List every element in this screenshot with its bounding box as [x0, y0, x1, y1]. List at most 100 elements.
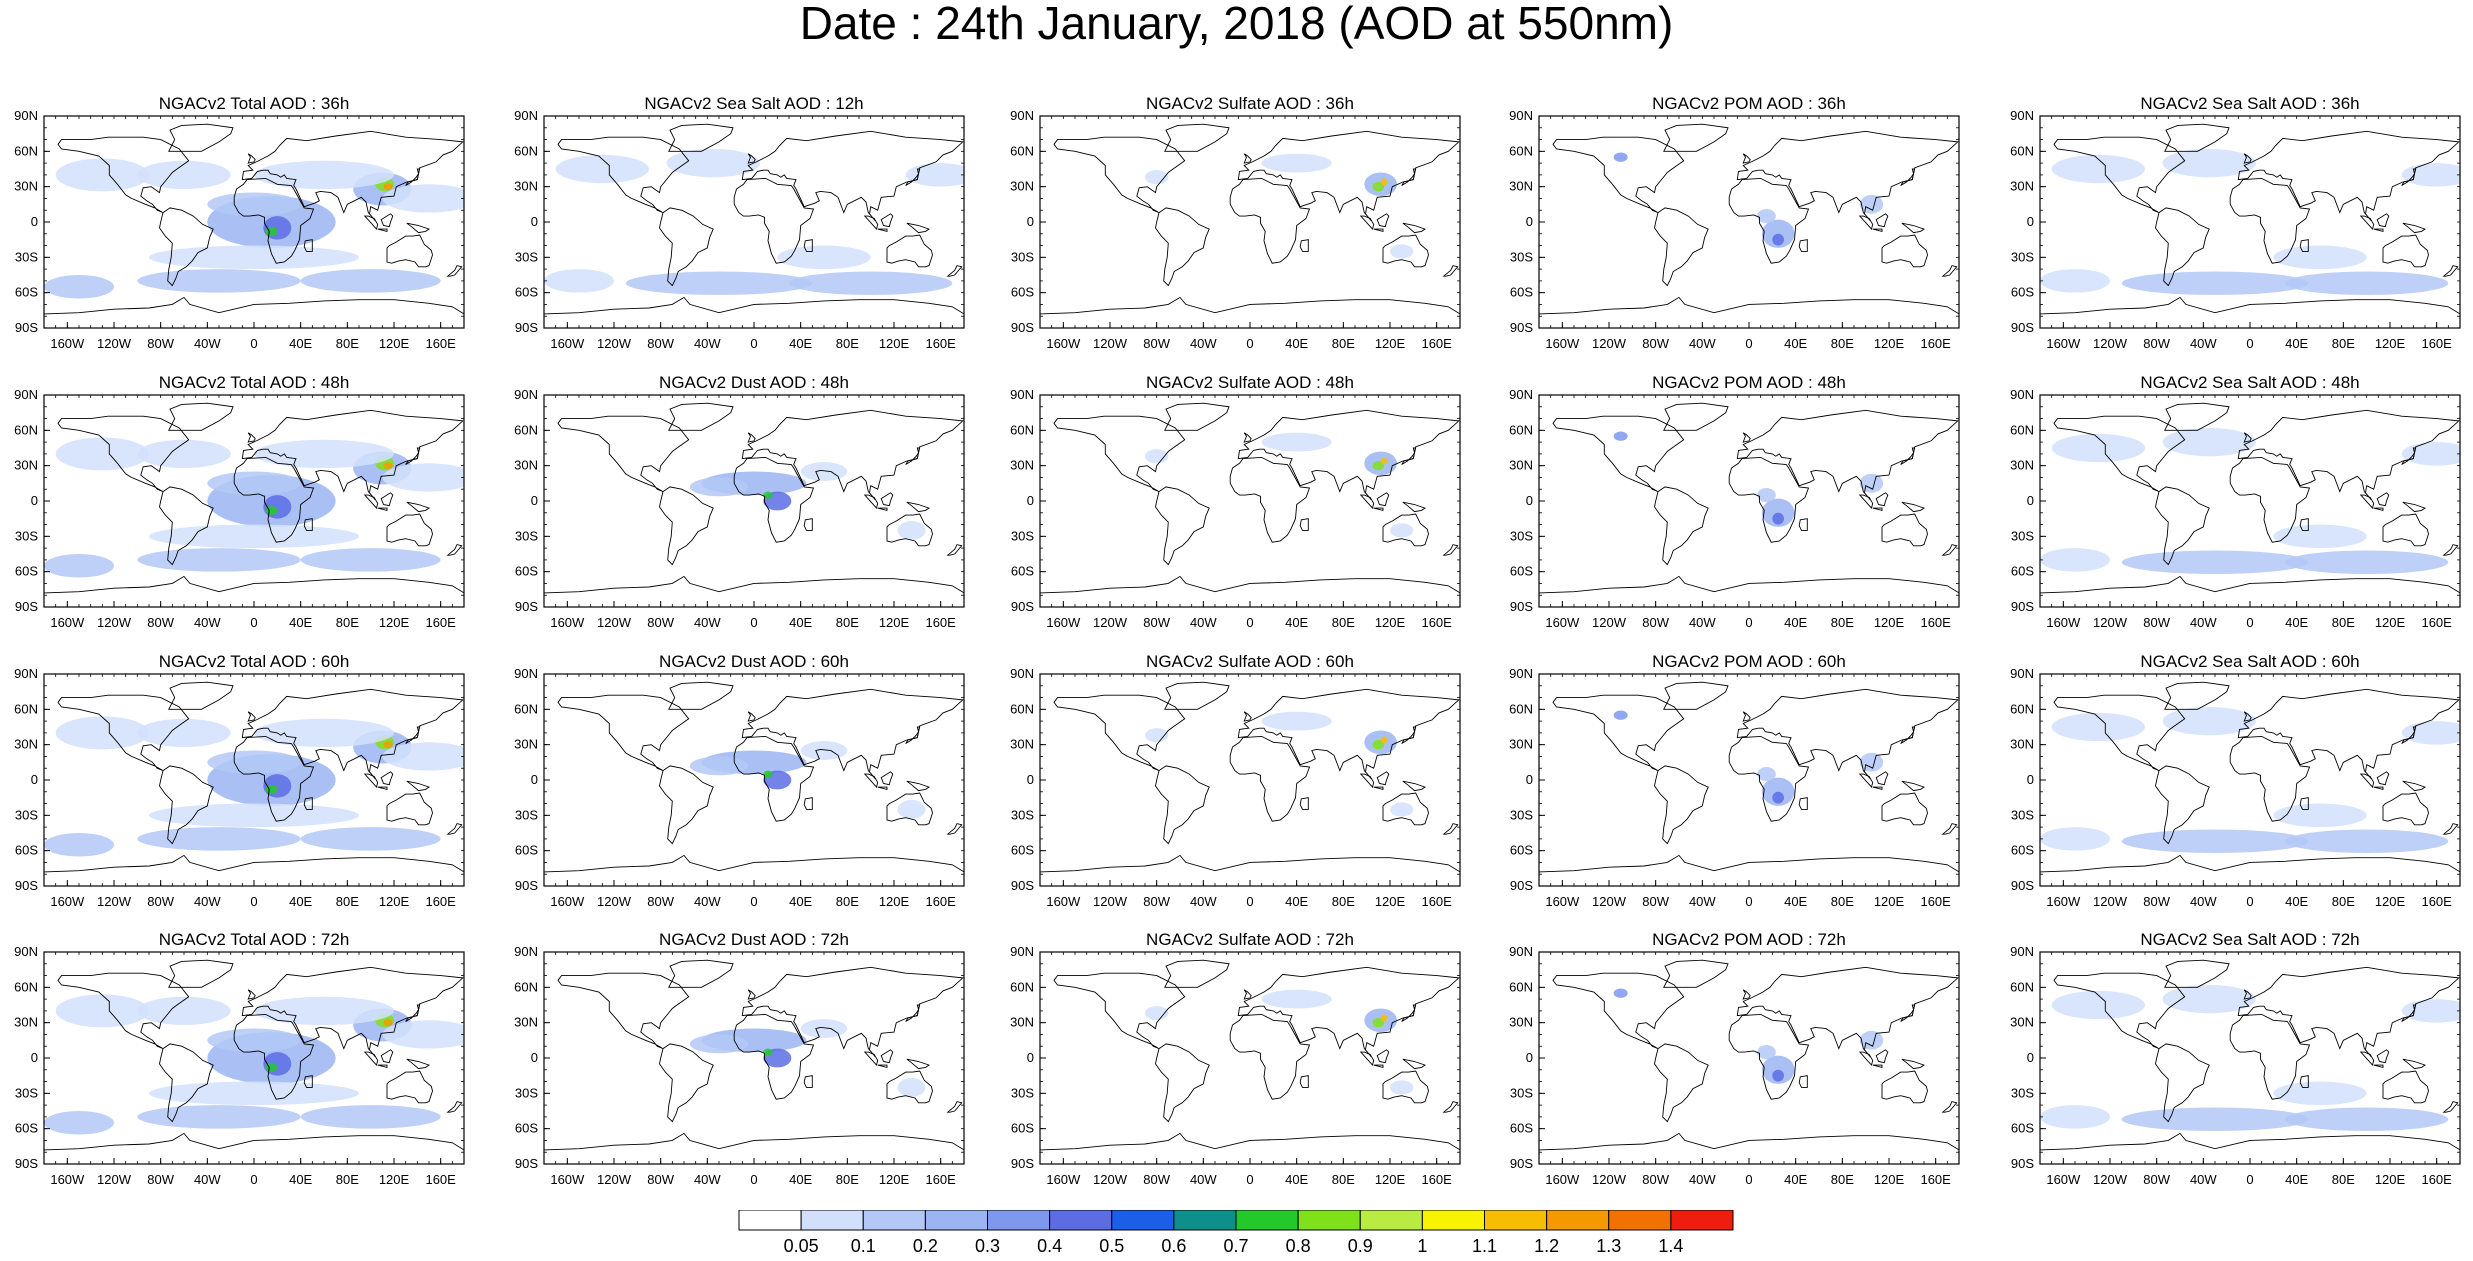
coastline	[1401, 447, 1417, 465]
lon-tick-label: 120E	[379, 1172, 410, 1187]
coastline	[247, 711, 256, 722]
aod-plume	[2273, 245, 2367, 270]
lat-tick-label: 60N	[1509, 701, 1533, 716]
lon-tick-label: 80E	[336, 1172, 359, 1187]
coastline	[1552, 136, 1685, 214]
lon-tick-label: 80E	[336, 615, 359, 630]
lon-tick-label: 160W	[1545, 1172, 1580, 1187]
aod-plume	[1372, 181, 1385, 192]
lat-tick-label: 90S	[1011, 878, 1034, 893]
lat-tick-label: 60S	[1510, 564, 1533, 579]
coastline	[2237, 409, 2460, 501]
antarctic-coastline	[2040, 575, 2460, 594]
lat-tick-label: 30N	[14, 1015, 38, 1030]
aod-plume	[1145, 1006, 1169, 1021]
coastline	[1552, 694, 1685, 772]
aod-plume	[897, 1078, 926, 1097]
world-map: 90N 60N 30N 0 30S 60S 90S 160W 120W 80W 40W 0 40E 80E…	[1509, 666, 1960, 909]
aod-plume	[1757, 1045, 1776, 1060]
panel-title: NGACv2 Total AOD : 60h	[158, 652, 350, 671]
lat-tick-label: 0	[1526, 772, 1533, 787]
coastline	[1382, 234, 1429, 268]
coastline	[659, 486, 714, 566]
coastline	[2376, 492, 2390, 507]
lat-tick-label: 90N	[1010, 944, 1034, 959]
coastline	[946, 544, 963, 556]
coastline	[1736, 966, 1959, 1058]
aod-plume	[44, 554, 114, 578]
lon-tick-label: 0	[250, 1172, 257, 1187]
aod-plume	[1380, 736, 1388, 744]
coastline	[1901, 780, 1926, 792]
lat-tick-label: 30S	[2011, 807, 2034, 822]
lon-tick-label: 0	[1745, 894, 1752, 909]
lon-tick-label: 160E	[2421, 894, 2452, 909]
coastline	[2376, 771, 2390, 786]
coastline	[405, 726, 421, 744]
coastline	[2373, 228, 2384, 232]
lon-tick-label: 120E	[1375, 894, 1406, 909]
coastline	[1359, 1051, 1375, 1067]
lon-tick-label: 80W	[1143, 894, 1170, 909]
lon-tick-label: 40E	[789, 894, 812, 909]
lon-tick-label: 0	[2246, 615, 2253, 630]
coastline	[159, 486, 214, 566]
lon-tick-label: 40W	[694, 336, 721, 351]
coastline	[2053, 694, 2186, 772]
coastline	[1858, 215, 1874, 231]
coastline	[1736, 688, 1959, 780]
coastline	[1858, 494, 1874, 510]
coastline	[2299, 518, 2309, 531]
aod-plume	[1757, 488, 1776, 503]
coastline	[1382, 513, 1429, 547]
lon-tick-label: 40W	[2190, 1172, 2217, 1187]
lon-tick-label: 160E	[2421, 615, 2452, 630]
aod-plume	[689, 477, 749, 497]
coastline	[1442, 823, 1459, 835]
lon-tick-label: 40E	[789, 615, 812, 630]
coastline	[1742, 711, 1751, 722]
lat-tick-label: 90S	[2011, 320, 2034, 335]
coastline	[2359, 773, 2375, 789]
coastline	[1798, 239, 1808, 252]
lon-tick-label: 120W	[97, 615, 132, 630]
aod-plume	[1757, 209, 1776, 224]
lon-tick-label: 120E	[379, 336, 410, 351]
lon-tick-label: 120E	[1874, 1172, 1905, 1187]
coastline	[2155, 207, 2210, 287]
lon-tick-label: 120E	[379, 894, 410, 909]
coastline	[1442, 265, 1459, 277]
coastline	[1053, 136, 1186, 214]
coastline	[946, 265, 963, 277]
aod-plume	[2285, 829, 2449, 854]
aod-plume	[1761, 219, 1795, 248]
lat-tick-label: 0	[31, 493, 38, 508]
coastline	[233, 177, 315, 264]
coastline	[2155, 1043, 2210, 1123]
lon-tick-label: 120W	[1093, 894, 1128, 909]
lon-tick-label: 0	[1745, 336, 1752, 351]
lon-tick-label: 80E	[836, 615, 859, 630]
lat-tick-label: 30N	[514, 458, 538, 473]
aod-plume	[254, 718, 394, 748]
lat-tick-label: 0	[2027, 493, 2034, 508]
map-panel: NGACv2 POM AOD : 60h 90N 60N 30N 0 30S 60S 90S 1…	[1495, 652, 1969, 932]
colorbar-swatch	[738, 1210, 802, 1231]
coastline	[1164, 959, 1230, 988]
coastline	[1900, 726, 1916, 744]
world-map: 90N 60N 30N 0 30S 60S 90S 160W 120W 80W 40W 0 40E 80E…	[1010, 387, 1461, 630]
world-map: 90N 60N 30N 0 30S 60S 90S 160W 120W 80W 40W 0 40E 80E…	[1509, 387, 1960, 630]
panel-title: NGACv2 Sea Salt AOD : 12h	[644, 94, 864, 113]
lat-tick-label: 60N	[1010, 701, 1034, 716]
panel-title: NGACv2 Total AOD : 36h	[158, 94, 350, 113]
aod-plume	[2401, 442, 2460, 466]
lat-tick-label: 90N	[1010, 387, 1034, 402]
aod-plume	[689, 1034, 749, 1054]
lat-tick-label: 60N	[2010, 979, 2034, 994]
coastline	[863, 215, 879, 231]
world-map: 90N 60N 30N 0 30S 60S 90S 160W 120W 80W 40W 0 40E 80E…	[2010, 944, 2461, 1187]
aod-plume	[2401, 721, 2460, 745]
coastline	[1881, 1070, 1928, 1104]
lat-tick-label: 60S	[1510, 285, 1533, 300]
lon-tick-label: 80W	[1642, 894, 1669, 909]
